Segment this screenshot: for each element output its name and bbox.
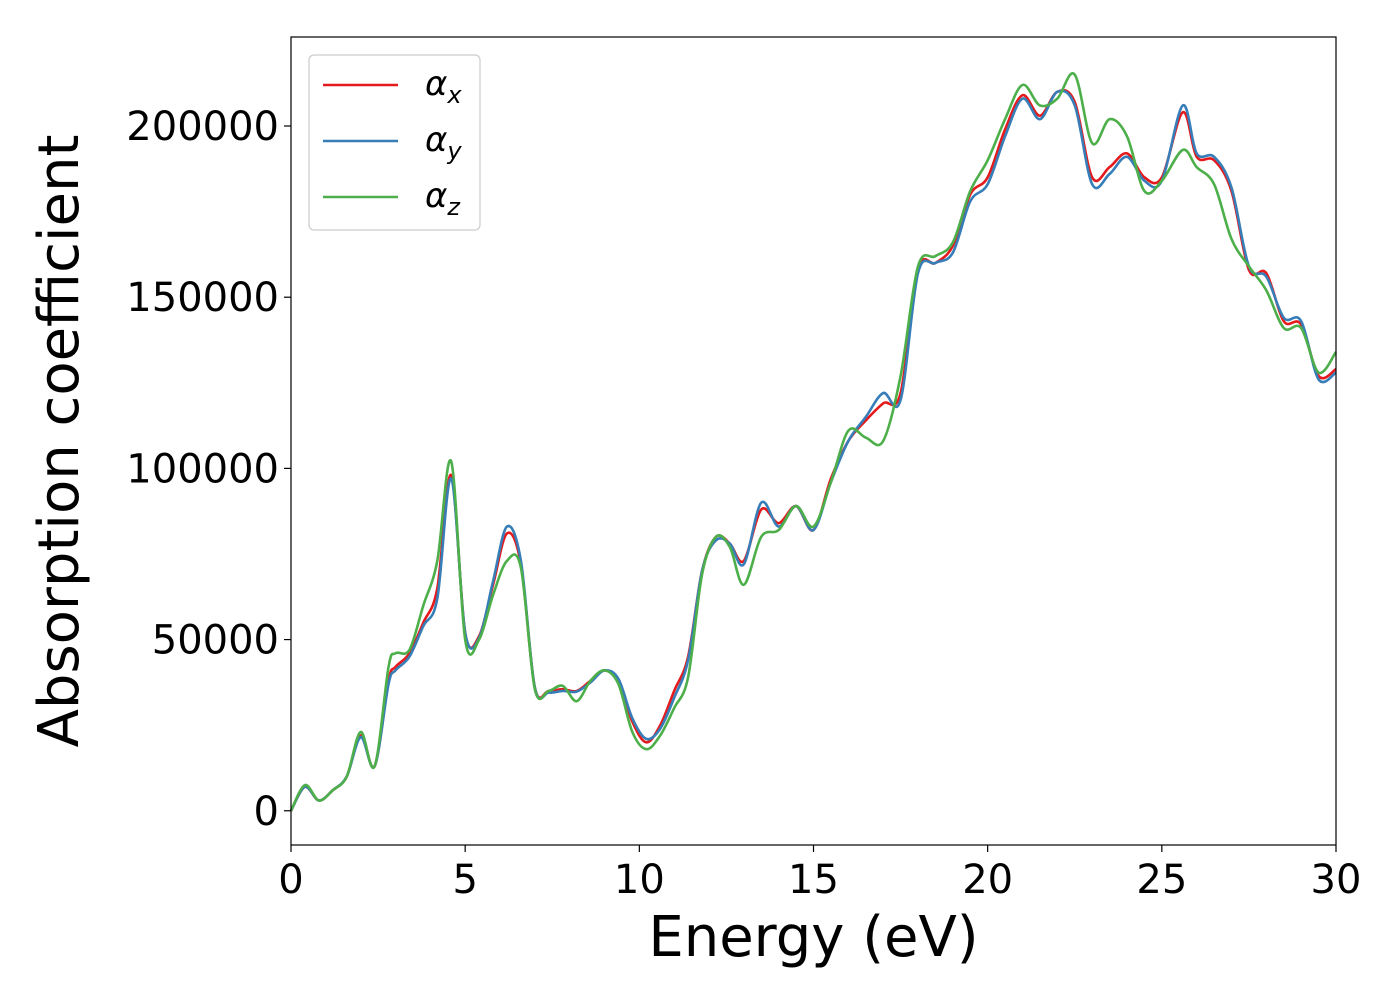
legend-label-alpha-x: αx <box>425 64 462 109</box>
legend-box <box>308 54 481 231</box>
y-axis-label: Absorption coefficient <box>27 135 92 748</box>
y-tick-label: 100000 <box>126 446 279 492</box>
x-tick-label: 10 <box>614 857 665 903</box>
x-axis-label: Energy (eV) <box>648 905 978 970</box>
x-tick-label: 30 <box>1311 857 1362 903</box>
y-axis: 0 50000 100000 150000 200000 <box>126 104 291 835</box>
x-tick-label: 0 <box>278 857 303 903</box>
y-tick-label: 200000 <box>126 104 279 150</box>
x-tick-label: 20 <box>962 857 1013 903</box>
legend-label-alpha-y: αy <box>425 120 462 165</box>
series-line-alpha-y <box>289 89 1337 812</box>
legend-label-alpha-z: αz <box>425 176 461 221</box>
x-tick-label: 5 <box>452 857 477 903</box>
y-tick-label: 50000 <box>152 618 279 664</box>
legend: αx αy αz <box>308 54 481 231</box>
x-tick-label: 25 <box>1136 857 1187 903</box>
y-tick-label: 150000 <box>126 275 279 321</box>
x-axis: 0 5 10 15 20 25 30 <box>278 845 1361 903</box>
series-layer <box>289 72 1338 812</box>
x-tick-label: 15 <box>788 857 839 903</box>
y-tick-label: 0 <box>254 789 279 835</box>
series-line-alpha-z <box>289 72 1338 812</box>
